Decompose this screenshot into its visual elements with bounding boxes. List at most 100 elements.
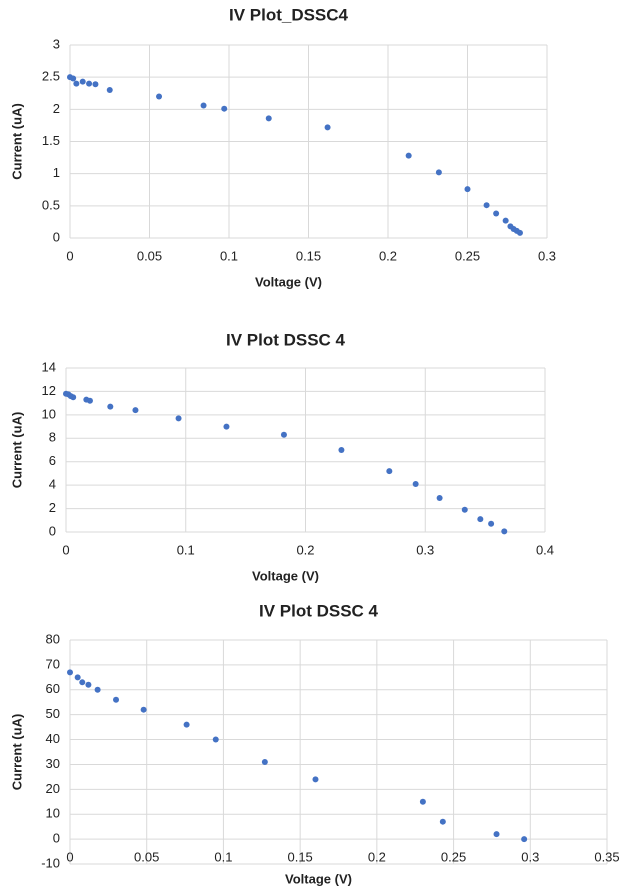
y-tick-label: 0 xyxy=(53,229,60,244)
y-tick-label: 0.5 xyxy=(42,197,60,212)
data-point xyxy=(107,403,114,410)
x-tick-label: 0.25 xyxy=(455,248,480,263)
y-tick-label: 1.5 xyxy=(42,133,60,148)
data-point xyxy=(73,80,80,87)
y-axis-title: Current (uA) xyxy=(9,714,24,791)
data-point xyxy=(386,468,393,475)
data-point xyxy=(79,679,86,686)
data-point xyxy=(140,706,147,713)
data-point xyxy=(86,397,93,404)
data-point xyxy=(521,836,528,843)
data-point xyxy=(493,210,500,217)
data-point xyxy=(113,696,120,703)
data-point xyxy=(106,87,113,94)
data-point xyxy=(223,423,230,430)
data-point xyxy=(175,415,182,422)
data-point xyxy=(405,152,412,159)
data-point xyxy=(156,93,163,100)
y-tick-label: 0 xyxy=(53,831,60,846)
x-tick-label: 0.05 xyxy=(137,248,162,263)
data-point xyxy=(502,217,509,224)
data-point xyxy=(419,798,426,805)
y-tick-label: 2 xyxy=(49,500,56,515)
y-tick-label: 20 xyxy=(46,781,60,796)
x-tick-label: 0.3 xyxy=(538,248,556,263)
chart-title: IV Plot DSSC 4 xyxy=(259,601,379,620)
data-point xyxy=(493,831,500,838)
data-point xyxy=(94,686,101,693)
x-axis-title: Voltage (V) xyxy=(252,568,319,583)
data-point xyxy=(200,102,207,109)
data-point xyxy=(85,681,92,688)
data-point xyxy=(483,202,490,209)
data-point xyxy=(70,394,77,401)
x-axis-title: Voltage (V) xyxy=(255,274,322,289)
data-point xyxy=(92,81,99,88)
x-tick-label: 0.2 xyxy=(368,850,386,865)
y-tick-label: 6 xyxy=(49,453,56,468)
data-point xyxy=(461,506,468,513)
x-tick-label: 0 xyxy=(66,850,73,865)
y-tick-label: 2.5 xyxy=(42,69,60,84)
data-point xyxy=(221,105,228,112)
x-tick-label: 0.1 xyxy=(220,248,238,263)
data-point xyxy=(338,447,345,453)
data-point xyxy=(212,736,219,743)
x-tick-label: 0.4 xyxy=(536,542,554,557)
chart-title: IV Plot_DSSC4 xyxy=(229,5,349,24)
data-point xyxy=(477,516,484,523)
data-point xyxy=(412,480,419,487)
y-tick-label: 2 xyxy=(53,101,60,116)
y-tick-label: 1 xyxy=(53,165,60,180)
y-tick-label: -10 xyxy=(41,855,60,870)
x-tick-label: 0.15 xyxy=(287,850,312,865)
x-axis-title: Voltage (V) xyxy=(285,871,352,886)
x-tick-label: 0.1 xyxy=(214,850,232,865)
data-point xyxy=(516,229,523,236)
x-tick-label: 0 xyxy=(62,542,69,557)
y-tick-label: 30 xyxy=(46,756,60,771)
y-tick-label: 12 xyxy=(42,383,56,398)
x-tick-label: 0.2 xyxy=(296,542,314,557)
data-point xyxy=(439,818,446,825)
y-tick-label: 60 xyxy=(46,681,60,696)
data-point xyxy=(280,431,287,438)
data-point xyxy=(70,75,77,82)
data-point xyxy=(261,758,268,765)
data-point xyxy=(501,528,508,535)
y-tick-label: 0 xyxy=(49,523,56,538)
y-tick-label: 80 xyxy=(46,631,60,646)
data-point xyxy=(435,169,442,176)
y-tick-label: 10 xyxy=(46,806,60,821)
y-tick-label: 40 xyxy=(46,731,60,746)
data-point xyxy=(265,115,272,122)
data-point xyxy=(67,669,73,676)
y-tick-label: 3 xyxy=(53,36,60,51)
data-point xyxy=(436,495,443,502)
data-point xyxy=(464,186,471,193)
x-tick-label: 0 xyxy=(66,248,73,263)
x-tick-label: 0.3 xyxy=(521,850,539,865)
data-point xyxy=(183,721,190,728)
x-tick-label: 0.3 xyxy=(416,542,434,557)
x-tick-label: 0.2 xyxy=(379,248,397,263)
x-tick-label: 0.25 xyxy=(441,850,466,865)
data-point xyxy=(86,80,93,87)
y-tick-label: 8 xyxy=(49,430,56,445)
y-tick-label: 70 xyxy=(46,656,60,671)
y-axis-title: Current (uA) xyxy=(9,412,24,489)
x-tick-label: 0.05 xyxy=(134,850,159,865)
y-tick-label: 14 xyxy=(42,359,56,374)
x-tick-label: 0.15 xyxy=(296,248,321,263)
data-point xyxy=(488,520,495,527)
y-tick-label: 4 xyxy=(49,477,56,492)
data-point xyxy=(79,78,86,85)
y-tick-label: 50 xyxy=(46,706,60,721)
x-tick-label: 0.1 xyxy=(177,542,195,557)
data-point xyxy=(132,407,139,414)
y-tick-label: 10 xyxy=(42,406,56,421)
y-axis-title: Current (uA) xyxy=(9,103,24,180)
chart-title: IV Plot DSSC 4 xyxy=(226,330,346,349)
